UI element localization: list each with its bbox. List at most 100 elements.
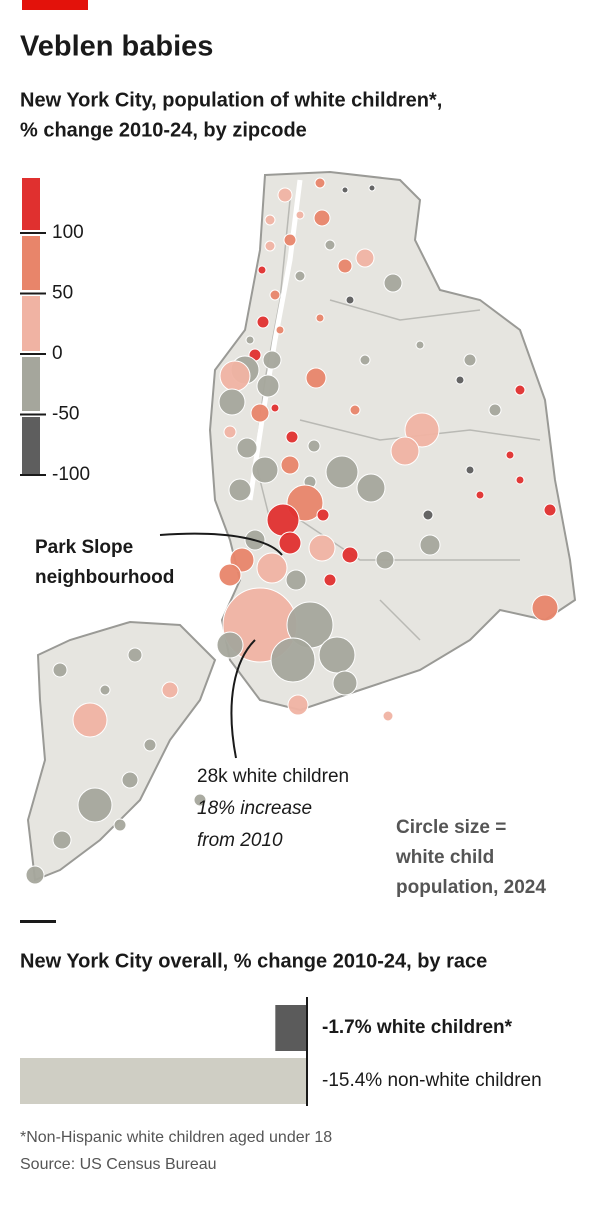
zip-circle [382,710,394,722]
zip-circle [285,569,307,591]
annotation: Park Slope [35,537,133,558]
zip-circle [72,702,108,738]
legend-swatch [22,357,40,411]
zip-circle [375,550,395,570]
legend-label: 100 [52,222,84,243]
source: Source: US Census Bureau [20,1156,217,1173]
zip-circle [77,787,113,823]
zip-circle [488,403,502,417]
subtitle: % change 2010-24, by zipcode [20,119,307,141]
river [247,179,303,501]
map [25,170,577,885]
chart-title: New York City overall, % change 2010-24,… [20,950,487,972]
zip-circle [323,573,337,587]
legend-swatch [22,417,40,475]
zip-circle [313,209,331,227]
zip-circle [143,738,157,752]
zip-circle [280,455,300,475]
zip-circle [283,233,297,247]
zip-circle [324,239,336,251]
zip-circle [99,684,111,696]
legend-swatch [22,236,40,290]
zip-circle [307,439,321,453]
zip-circle [25,865,45,885]
zip-circle [264,240,276,252]
legend-swatch [22,296,40,351]
rule [20,920,56,923]
zip-circle [383,273,403,293]
zip-circle [266,503,300,537]
zip-circle [325,455,359,489]
zip-circle [228,478,252,502]
zip-circle [514,384,526,396]
zip-circle [308,534,336,562]
zip-circle [277,187,293,203]
zip-circle [465,465,475,475]
zip-circle [543,503,557,517]
zip-circle [269,289,281,301]
annotation: from 2010 [197,830,283,851]
size-note: Circle size = [396,817,506,838]
bar [20,1058,307,1104]
zip-circle [218,563,242,587]
zip-circle [341,546,359,564]
zip-circle [52,662,68,678]
title: Veblen babies [20,31,213,63]
zip-circle [356,473,386,503]
zip-circle [368,184,376,192]
zip-circle [463,353,477,367]
brand-bar [22,0,88,10]
zip-circle [315,313,325,323]
zip-circle [264,214,276,226]
zip-circle [275,325,285,335]
zip-circle [193,793,207,807]
legend-label: -50 [52,404,79,425]
annotation: 28k white children [197,766,349,787]
zip-circle [262,350,282,370]
zip-circle [250,403,270,423]
zip-circle [316,508,330,522]
zip-circle [295,210,305,220]
bar-label: -15.4% non-white children [322,1070,542,1091]
zip-circle [318,636,356,674]
annotation: 18% increase [197,798,312,819]
bar [275,1005,307,1051]
zip-circle [475,490,485,500]
zip-circle [127,647,143,663]
zip-circle [294,270,306,282]
zip-circle [270,403,280,413]
zip-circle [390,436,420,466]
subtitle: New York City, population of white child… [20,89,442,111]
bar-label: -1.7% white children* [322,1017,513,1038]
footnote: *Non-Hispanic white children aged under … [20,1129,332,1146]
zip-circle [121,771,139,789]
zip-circle [278,531,302,555]
size-note: white child [395,847,494,868]
zip-circle [216,631,244,659]
zip-circle [355,248,375,268]
legend-label: 50 [52,283,73,304]
zip-circle [305,367,327,389]
zip-circle [285,430,299,444]
leader-line [159,532,283,556]
zip-circle [219,360,251,392]
zip-circle [223,425,237,439]
size-note: population, 2024 [396,877,546,898]
zip-circle [256,552,288,584]
zip-circle [505,450,515,460]
leader-line [230,639,256,759]
zip-circle [314,177,326,189]
zip-circle [236,437,258,459]
zip-circle [287,694,309,716]
zip-circle [455,375,465,385]
zip-circle [257,265,267,275]
zip-circle [52,830,72,850]
zip-circle [359,354,371,366]
zip-circle [332,670,358,696]
zip-circle [515,475,525,485]
legend-swatch [22,178,40,230]
zip-circle [270,637,316,683]
legend-label: -100 [52,464,90,485]
zip-circle [415,340,425,350]
